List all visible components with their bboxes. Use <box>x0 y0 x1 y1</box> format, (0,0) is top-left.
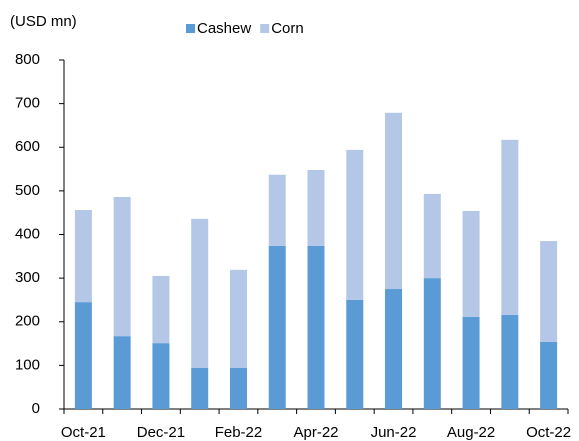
bar <box>307 169 325 246</box>
legend-swatch <box>186 24 195 33</box>
bar <box>191 218 209 368</box>
y-tick-label: 100 <box>15 356 40 373</box>
bar <box>540 341 558 409</box>
bar <box>113 336 131 409</box>
bar <box>268 174 286 246</box>
x-tick-label: Oct-22 <box>526 424 571 441</box>
bar <box>385 289 403 409</box>
y-tick-label: 0 <box>32 400 40 417</box>
bar <box>346 299 364 409</box>
bar <box>423 278 441 409</box>
bar <box>74 302 92 409</box>
bar <box>540 241 558 342</box>
bar <box>229 367 247 409</box>
x-tick-label: Jun-22 <box>371 424 417 441</box>
bar <box>191 367 209 409</box>
bar <box>385 112 403 290</box>
bar <box>462 210 480 317</box>
legend-label: Corn <box>271 20 304 37</box>
bar <box>346 149 364 300</box>
y-tick-label: 300 <box>15 269 40 286</box>
x-tick-label: Feb-22 <box>215 424 263 441</box>
bar <box>423 193 441 279</box>
bar <box>501 139 519 315</box>
y-axis-label: (USD mn) <box>10 13 77 30</box>
x-tick-label: Oct-21 <box>61 424 106 441</box>
x-tick-label: Aug-22 <box>447 424 495 441</box>
y-tick-label: 400 <box>15 225 40 242</box>
bar <box>268 245 286 409</box>
legend-swatch <box>260 24 270 33</box>
y-tick-label: 800 <box>15 51 40 68</box>
bar <box>113 196 131 337</box>
bar <box>152 343 170 409</box>
bar <box>229 269 247 368</box>
bar <box>74 210 92 303</box>
legend-label: Cashew <box>197 20 251 37</box>
bar <box>152 275 170 344</box>
y-tick-label: 200 <box>15 313 40 330</box>
bar <box>501 314 519 409</box>
x-tick-label: Apr-22 <box>293 424 338 441</box>
y-tick-label: 600 <box>15 138 40 155</box>
bar <box>307 245 325 409</box>
y-tick-label: 700 <box>15 95 40 112</box>
y-tick-label: 500 <box>15 182 40 199</box>
bar <box>462 316 480 409</box>
x-tick-label: Dec-21 <box>137 424 185 441</box>
